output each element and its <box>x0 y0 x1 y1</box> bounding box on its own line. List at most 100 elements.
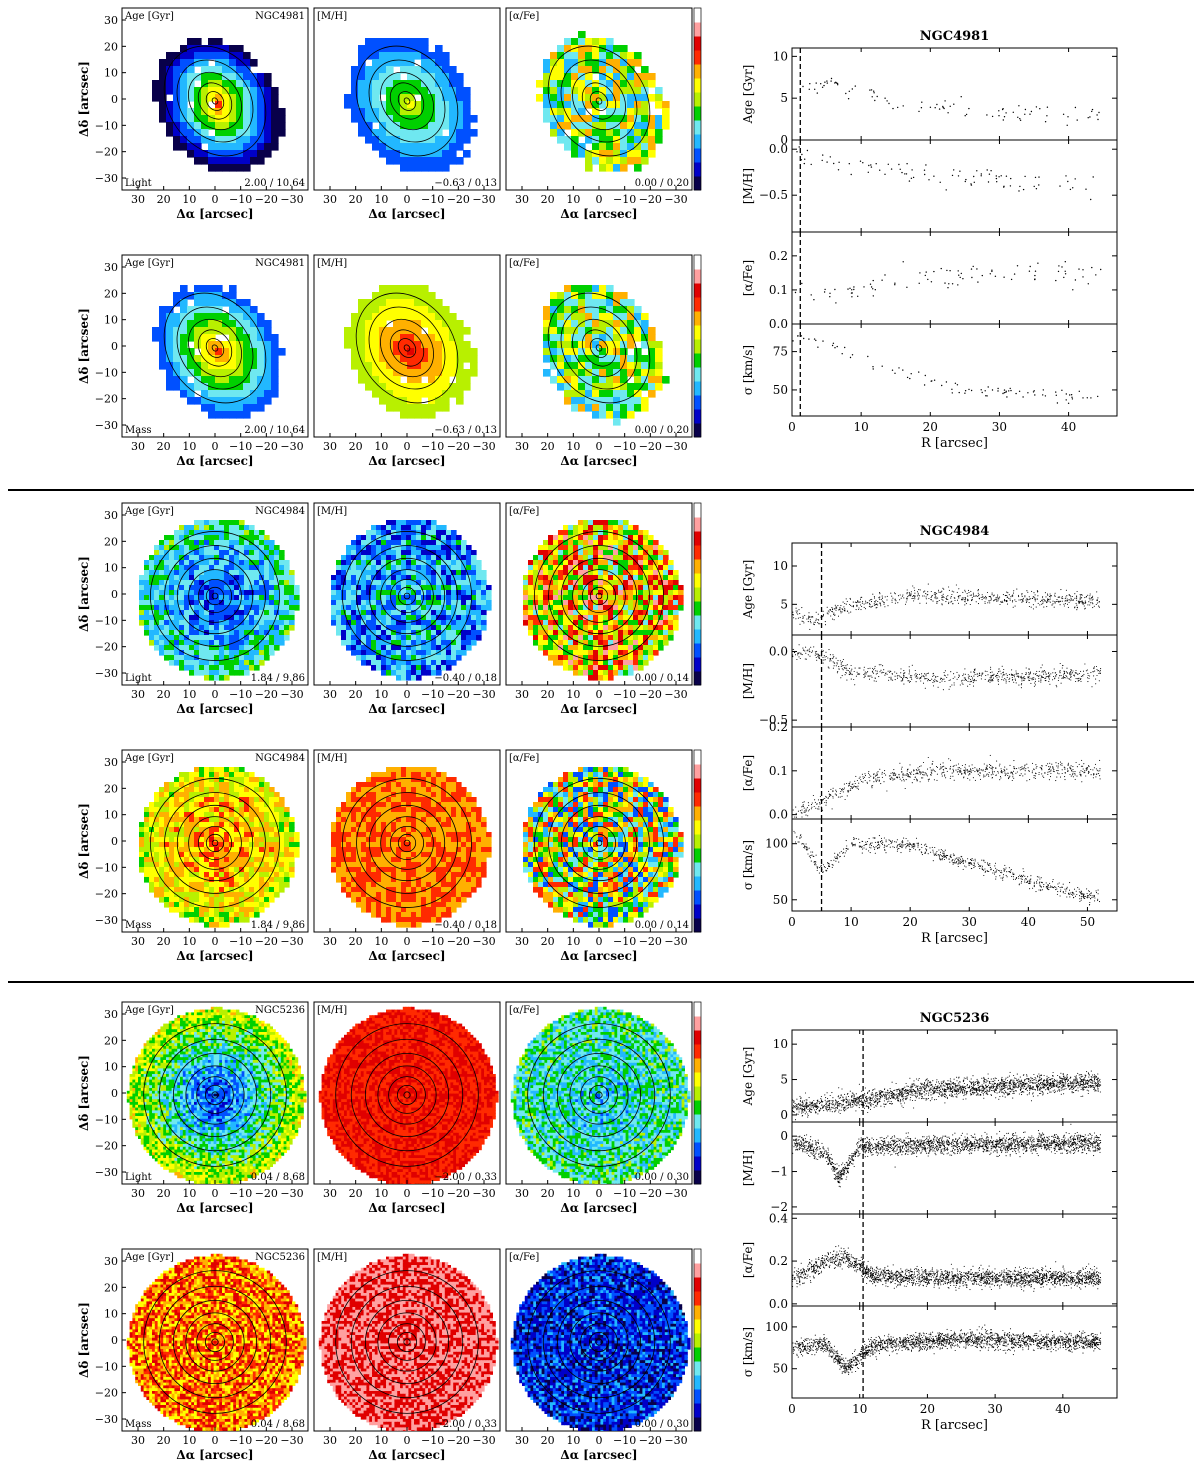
map-xtick: 30 <box>515 1434 529 1447</box>
data-point <box>1005 391 1007 393</box>
data-point <box>1042 602 1044 604</box>
data-point <box>947 112 949 114</box>
data-point <box>959 1089 961 1091</box>
data-point <box>853 678 855 681</box>
data-point <box>1065 589 1067 591</box>
data-point <box>973 671 975 673</box>
data-point <box>924 687 926 689</box>
data-point <box>1064 598 1066 600</box>
data-point <box>828 863 830 865</box>
data-point <box>884 173 886 175</box>
data-point <box>1082 896 1084 898</box>
data-point <box>1050 595 1053 597</box>
data-point <box>1080 898 1082 900</box>
data-point <box>907 680 909 682</box>
data-point <box>926 678 928 680</box>
map-xtick: −10 <box>421 193 444 206</box>
data-point <box>923 169 926 171</box>
data-point <box>926 775 929 777</box>
data-point <box>913 600 915 602</box>
data-point <box>853 286 855 288</box>
data-point <box>925 271 927 273</box>
data-point <box>902 774 904 776</box>
data-point <box>954 860 956 862</box>
data-point <box>1021 678 1023 680</box>
data-point <box>839 852 841 854</box>
data-point <box>854 1104 856 1106</box>
data-point <box>1050 1085 1052 1087</box>
data-point <box>1019 676 1021 678</box>
data-point <box>1061 1083 1063 1086</box>
data-point <box>1047 771 1049 773</box>
data-point <box>970 183 972 185</box>
data-point <box>973 678 976 680</box>
data-point <box>905 1092 907 1095</box>
data-point <box>1066 667 1068 669</box>
data-point <box>1021 768 1023 771</box>
data-point <box>904 774 906 776</box>
data-point <box>1012 1091 1015 1093</box>
data-point <box>916 677 918 679</box>
data-point <box>978 768 981 770</box>
data-point <box>989 864 991 866</box>
data-point <box>1034 270 1037 272</box>
data-point <box>964 1086 966 1088</box>
data-point <box>897 602 899 604</box>
map-range-label: 0.00 / 0.14 <box>635 920 689 931</box>
data-point <box>988 763 991 766</box>
data-point <box>815 82 817 84</box>
data-point <box>797 810 799 812</box>
profile-xtick: 10 <box>854 420 869 434</box>
data-point <box>991 772 994 774</box>
data-point <box>1095 892 1098 894</box>
data-point <box>862 162 864 164</box>
data-point <box>1030 1081 1032 1083</box>
data-point <box>832 1102 834 1104</box>
data-point <box>1027 392 1029 394</box>
data-point <box>984 775 986 777</box>
data-point <box>1082 765 1084 767</box>
data-point <box>931 1084 933 1086</box>
data-point <box>1046 593 1049 595</box>
data-point <box>969 594 971 596</box>
data-point <box>811 650 814 652</box>
data-point <box>1074 1075 1076 1077</box>
data-point <box>870 606 872 608</box>
data-point <box>964 591 966 593</box>
data-point <box>979 775 981 777</box>
data-point <box>807 848 809 850</box>
data-point <box>932 681 934 684</box>
data-point <box>1045 673 1047 675</box>
data-point <box>964 1093 966 1095</box>
data-point <box>806 149 809 152</box>
data-point <box>850 786 853 788</box>
data-point <box>968 592 970 594</box>
data-point <box>810 646 812 648</box>
data-point <box>795 610 797 612</box>
data-point <box>955 862 958 864</box>
data-point <box>1006 603 1009 605</box>
data-point <box>883 1103 885 1105</box>
data-point <box>1010 869 1012 871</box>
data-point <box>997 1083 999 1085</box>
data-point <box>906 1095 908 1097</box>
data-point <box>868 1097 870 1099</box>
data-point <box>1061 389 1063 391</box>
data-point <box>878 780 880 782</box>
data-point <box>989 681 991 683</box>
data-point <box>955 764 957 766</box>
data-point <box>815 619 817 621</box>
data-point <box>881 771 883 773</box>
data-point <box>1059 891 1061 893</box>
data-point <box>909 592 911 594</box>
data-point <box>874 99 876 102</box>
data-point <box>899 599 901 601</box>
data-point <box>821 86 824 89</box>
data-point <box>854 782 856 785</box>
data-point <box>1032 608 1034 610</box>
data-point <box>825 796 827 798</box>
data-point <box>1063 276 1065 279</box>
data-point <box>936 850 938 853</box>
data-point <box>1030 878 1032 880</box>
